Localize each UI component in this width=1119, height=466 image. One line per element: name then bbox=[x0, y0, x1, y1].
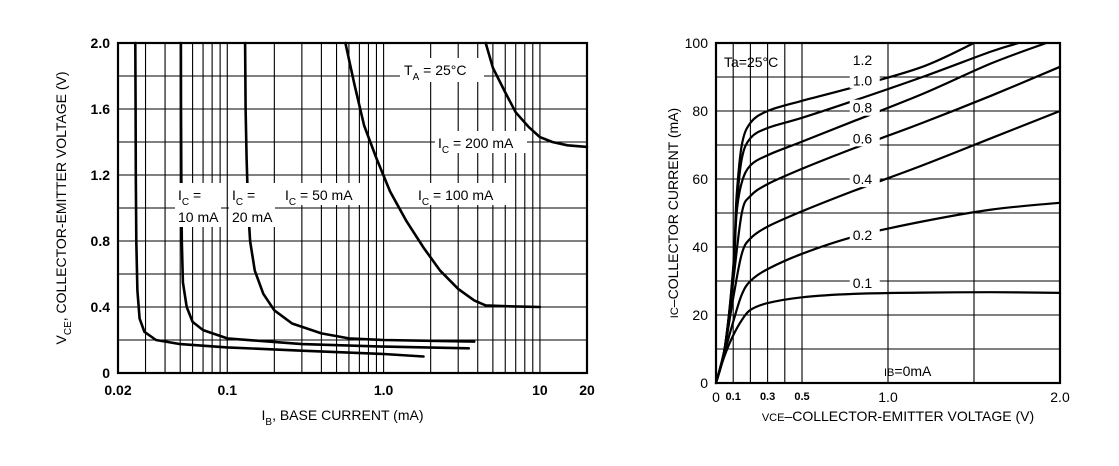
left-y-tick-label: 1.6 bbox=[91, 101, 111, 117]
left-curve-label-bg bbox=[175, 183, 221, 227]
right-y-axis-label: IC–COLLECTOR CURRENT (mA) bbox=[665, 108, 681, 318]
right-curve-ib-0-1 bbox=[714, 291, 1062, 385]
r-ylabel-rest: –COLLECTOR CURRENT (mA) bbox=[665, 108, 681, 307]
annot-sub: A bbox=[413, 72, 420, 83]
left-curve-label-bg bbox=[282, 183, 364, 205]
right-y-tick-label: 40 bbox=[692, 239, 708, 255]
left-curve-label: IC = bbox=[178, 187, 201, 208]
left-curve-label-bg bbox=[415, 183, 507, 205]
right-x-tick-label: 2.0 bbox=[1050, 389, 1070, 405]
right-curve-label-bg bbox=[849, 227, 880, 244]
left-y-axis-label: VCE, COLLECTOR-EMITTER VOLTAGE (V) bbox=[53, 72, 74, 345]
right-x-tick-label: 0.3 bbox=[760, 391, 775, 403]
right-y-tick-label: 20 bbox=[692, 307, 708, 323]
r-ylabel-sub: IC bbox=[669, 307, 681, 318]
right-curve-label-bg bbox=[849, 171, 880, 188]
left-curve-label: 20 mA bbox=[232, 209, 273, 225]
left-x-tick-label: 0.1 bbox=[218, 382, 238, 398]
left-y-tick-label: 0.8 bbox=[91, 233, 111, 249]
right-x-tick-label: 0.5 bbox=[794, 391, 809, 403]
right-curve-labels: 1.2 1.0 0.8 0.6 0.4 0.2 0.1 bbox=[849, 52, 880, 291]
left-plot-frame bbox=[116, 41, 589, 375]
right-ib-zero-annotation: IB=0mA bbox=[884, 363, 932, 379]
left-x-tick-label: 1.0 bbox=[374, 382, 394, 398]
right-curve-label: 0.6 bbox=[853, 130, 873, 146]
left-curve-label-bg bbox=[435, 131, 527, 153]
right-y-tick-label: 80 bbox=[692, 103, 708, 119]
left-curve-ic-10-ma bbox=[134, 41, 425, 358]
left-curve-label: IC = bbox=[232, 187, 255, 208]
right-curve-label: 1.2 bbox=[853, 52, 873, 68]
annot2-sub: IB bbox=[884, 367, 894, 379]
right-curve-label: 0.4 bbox=[853, 171, 873, 187]
left-y-tick-label: 2.0 bbox=[91, 35, 111, 51]
left-y-tick-label: 0.4 bbox=[91, 299, 111, 315]
right-tick-labels: 0 0.1 0.3 0.5 1.0 2.0 0 20 40 60 80 100 bbox=[685, 35, 1070, 405]
right-curve-label-bg bbox=[849, 99, 880, 116]
left-x-axis-label: IB, BASE CURRENT (mA) bbox=[262, 407, 424, 428]
right-plot-frame bbox=[714, 41, 1062, 385]
left-curve-ic-100-ma bbox=[344, 41, 542, 309]
xlabel-rest: , BASE CURRENT (mA) bbox=[272, 407, 423, 423]
right-curve-label-bg bbox=[849, 52, 880, 69]
left-x-tick-label: 20 bbox=[579, 382, 595, 398]
right-curve-label-bg bbox=[849, 72, 880, 89]
right-y-tick-label: 0 bbox=[700, 375, 708, 391]
right-curve-ib-0-2 bbox=[714, 201, 1062, 385]
left-curve-label: IC = 100 mA bbox=[418, 187, 494, 208]
right-y-tick-label: 60 bbox=[692, 171, 708, 187]
ylabel-main: V bbox=[53, 334, 69, 344]
annot-rest: = 25°C bbox=[419, 62, 466, 78]
right-x-tick-label: 0 bbox=[712, 389, 720, 405]
right-curve-ib-0-4 bbox=[714, 109, 1062, 385]
right-curve-label: 0.2 bbox=[853, 227, 873, 243]
r-xlabel-rest: –COLLECTOR-EMITTER VOLTAGE (V) bbox=[784, 408, 1034, 424]
right-x-axis-label: VCE–COLLECTOR-EMITTER VOLTAGE (V) bbox=[762, 408, 1034, 424]
ylabel-sub: CE bbox=[63, 321, 74, 335]
right-curve-label-bg bbox=[849, 130, 880, 147]
left-y-tick-label: 1.2 bbox=[91, 167, 111, 183]
left-x-tick-label: 0.02 bbox=[104, 382, 131, 398]
ic-vs-vce-chart: 0 0.1 0.3 0.5 1.0 2.0 0 20 40 60 80 100 1.2 1.0 0.8 0.… bbox=[665, 35, 1070, 424]
left-y-tick-label: 0 bbox=[102, 365, 110, 381]
r-xlabel-sub: VCE bbox=[762, 412, 785, 424]
annot-main: T bbox=[404, 62, 413, 78]
right-curve-label-bg bbox=[849, 274, 880, 291]
left-x-tick-label: 10 bbox=[532, 382, 548, 398]
left-curve-ic-50-ma bbox=[243, 41, 476, 343]
right-curve-label: 0.8 bbox=[853, 100, 873, 116]
right-curve-label: 0.1 bbox=[853, 275, 873, 291]
left-curve-label: IC = 200 mA bbox=[438, 135, 514, 156]
left-curve-label: 10 mA bbox=[178, 209, 219, 225]
ylabel-rest: , COLLECTOR-EMITTER VOLTAGE (V) bbox=[53, 72, 69, 322]
annot2-rest: =0mA bbox=[894, 363, 932, 379]
right-x-tick-label: 0.1 bbox=[726, 391, 741, 403]
right-temperature-annotation: Ta=25°C bbox=[724, 54, 778, 70]
left-tick-labels: 0.02 0.1 1.0 10 20 0 0.4 0.8 1.2 1.6 2.0 bbox=[91, 35, 595, 398]
right-y-tick-label: 100 bbox=[685, 35, 709, 51]
xlabel-main: I bbox=[262, 407, 266, 423]
left-curve-ic-20-ma bbox=[179, 41, 470, 350]
left-curve-label: IC = 50 mA bbox=[285, 187, 353, 208]
left-curves bbox=[134, 41, 589, 358]
left-curve-ic-200-ma bbox=[484, 41, 589, 149]
right-x-tick-label: 1.0 bbox=[878, 389, 898, 405]
right-curve-label: 1.0 bbox=[853, 73, 873, 89]
left-temperature-annotation: TA = 25°C bbox=[404, 62, 466, 83]
left-curve-label-bg bbox=[229, 183, 275, 227]
right-grid bbox=[716, 43, 1060, 383]
left-annotation-bg bbox=[400, 58, 484, 82]
xlabel-sub: B bbox=[265, 417, 272, 428]
